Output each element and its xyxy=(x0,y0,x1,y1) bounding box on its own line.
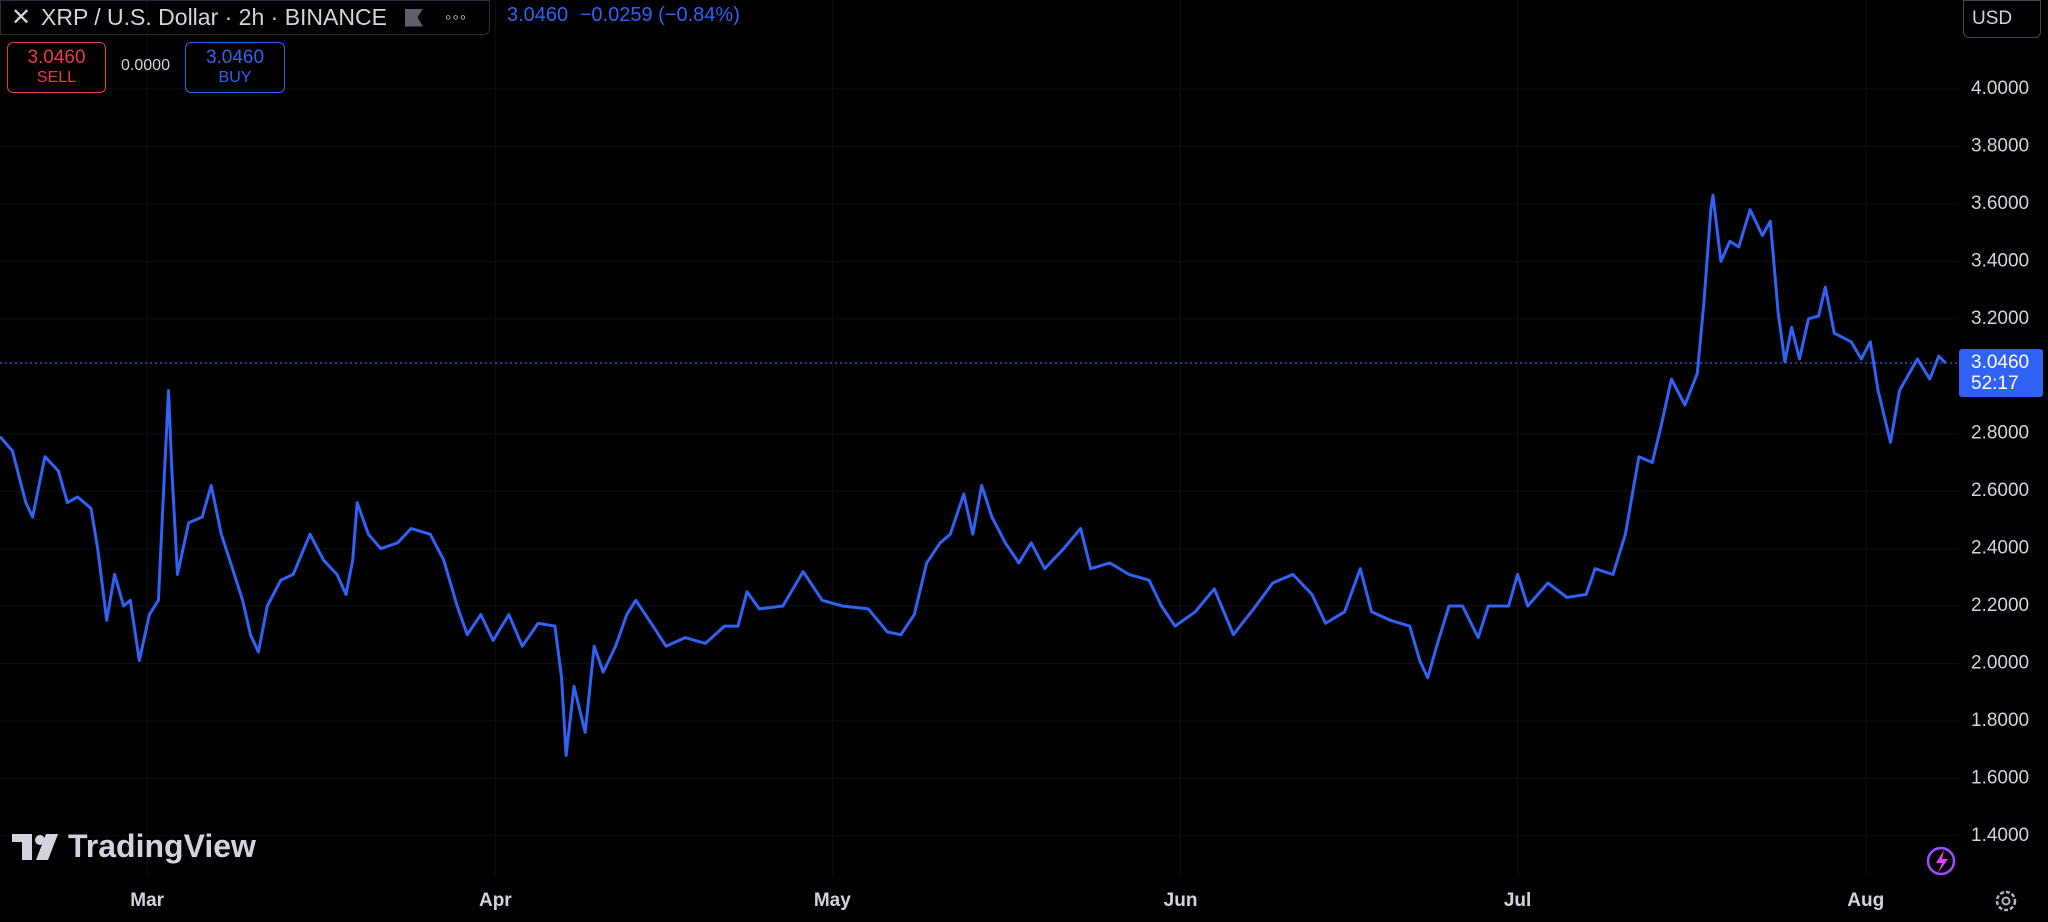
sell-button[interactable]: 3.0460 SELL xyxy=(7,42,106,93)
flag-icon[interactable] xyxy=(404,8,423,27)
brand-logo xyxy=(12,833,58,860)
brand-name: TradingView xyxy=(68,828,256,864)
buy-label: BUY xyxy=(218,69,252,86)
x-tick-label: Jun xyxy=(1164,890,1198,911)
y-tick-label: 2.0000 xyxy=(1971,652,2029,673)
y-tick-label: 4.0000 xyxy=(1971,78,2029,99)
gear-icon[interactable] xyxy=(1995,890,2017,912)
change: −0.0259 xyxy=(579,4,653,26)
y-tick-label: 1.4000 xyxy=(1971,825,2029,846)
x-tick-label: May xyxy=(814,890,851,911)
y-tick-label: 2.6000 xyxy=(1971,480,2029,501)
more-icon[interactable]: ◦◦◦ xyxy=(444,7,468,27)
y-tick-label: 1.8000 xyxy=(1971,710,2029,731)
price-tag-countdown: 52:17 xyxy=(1971,373,2019,394)
buy-button[interactable]: 3.0460 BUY xyxy=(185,42,285,93)
x-tick-label: Mar xyxy=(130,890,164,911)
currency-button[interactable]: USD xyxy=(1963,0,2041,38)
y-tick-label: 2.4000 xyxy=(1971,538,2029,559)
y-tick-label: 3.2000 xyxy=(1971,308,2029,329)
x-tick-label: Aug xyxy=(1847,890,1884,911)
symbol-bar[interactable]: ✕ XRP / U.S. Dollar · 2h · BINANCE ◦◦◦ xyxy=(0,0,490,35)
gear-ring xyxy=(1995,890,2017,912)
assistant-ring xyxy=(1926,846,1956,876)
x-tick-label: Apr xyxy=(479,890,512,911)
spread: 0.0000 xyxy=(121,57,170,74)
assistant-icon[interactable] xyxy=(1926,846,1956,876)
last-price: 3.0460 xyxy=(507,4,569,26)
buy-price: 3.0460 xyxy=(205,47,265,68)
y-tick-label: 3.6000 xyxy=(1971,193,2029,214)
x-tick-label: Jul xyxy=(1504,890,1531,911)
ohlc: 3.0460 −0.0259 (−0.84%) xyxy=(507,4,740,27)
gear-hub xyxy=(2001,896,2011,906)
change-pct: (−0.84%) xyxy=(658,4,740,26)
brand: TradingView xyxy=(12,828,256,865)
sell-price: 3.0460 xyxy=(27,47,86,68)
assistant-bolt xyxy=(1936,850,1948,873)
y-tick-label: 3.4000 xyxy=(1971,250,2029,271)
price-line xyxy=(0,193,1947,757)
y-tick-label: 1.6000 xyxy=(1971,767,2029,788)
y-tick-label: 3.8000 xyxy=(1971,135,2029,156)
y-tick-label: 2.2000 xyxy=(1971,595,2029,616)
symbol-title: XRP / U.S. Dollar · 2h · BINANCE xyxy=(41,4,387,30)
price-tag-price: 3.0460 xyxy=(1971,352,2029,373)
y-tick-label: 2.8000 xyxy=(1971,423,2029,444)
sell-label: SELL xyxy=(36,69,77,86)
close-icon[interactable]: ✕ xyxy=(10,4,32,31)
price-tag xyxy=(1959,349,2043,398)
